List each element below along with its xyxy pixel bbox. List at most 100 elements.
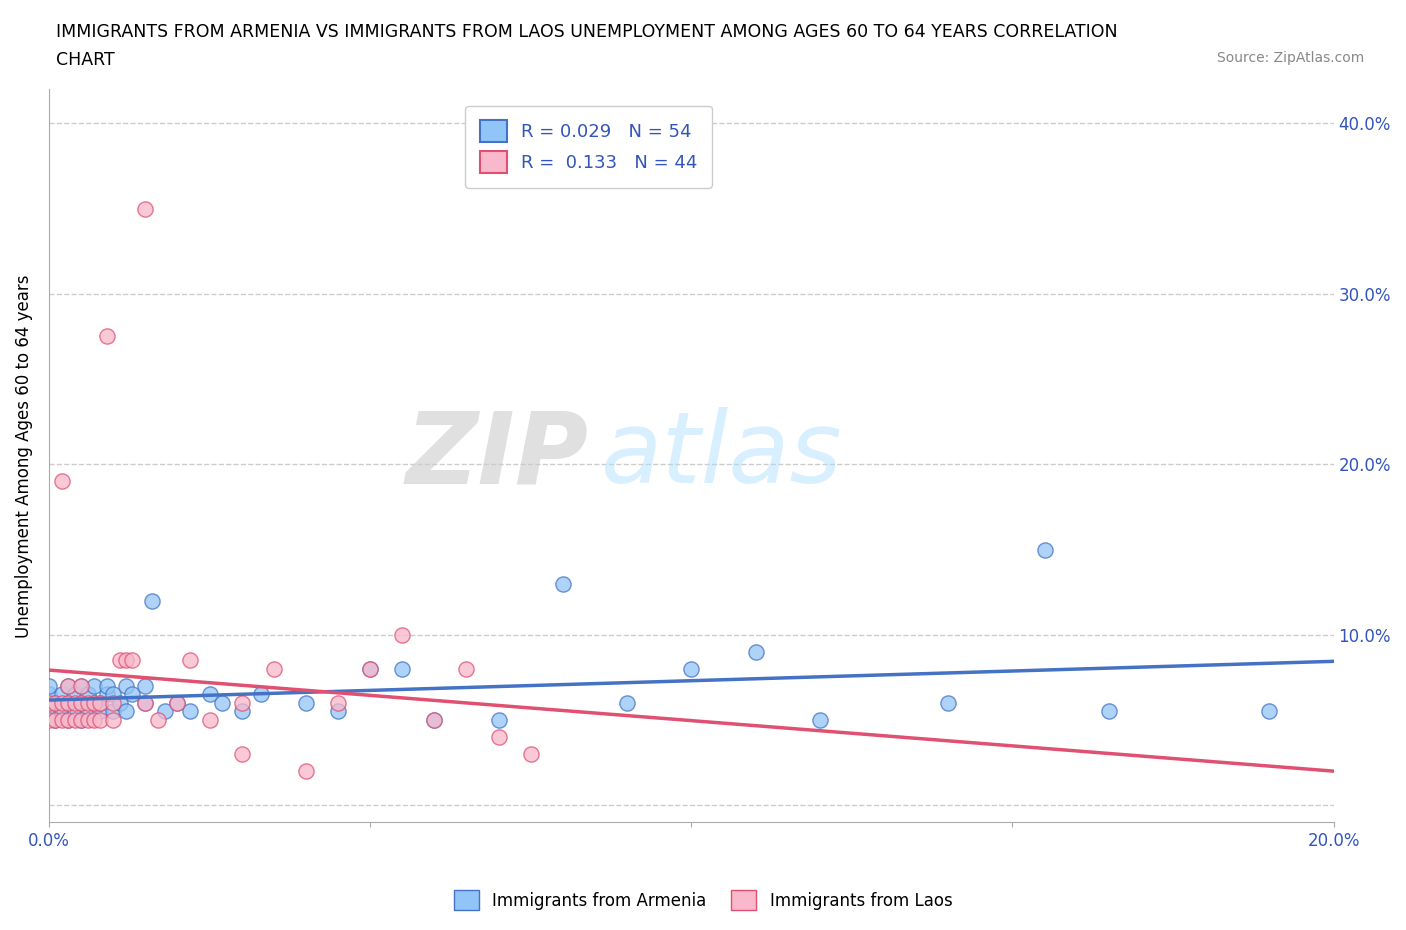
Point — [211, 696, 233, 711]
Point — [44, 712, 66, 727]
Point — [70, 712, 93, 727]
Legend: Immigrants from Armenia, Immigrants from Laos: Immigrants from Armenia, Immigrants from… — [447, 884, 959, 917]
Point — [103, 687, 125, 702]
Point — [89, 704, 111, 719]
Point — [38, 687, 60, 702]
Point — [141, 593, 163, 608]
Point — [115, 678, 138, 693]
Point — [1258, 704, 1281, 719]
Point — [488, 712, 510, 727]
Point — [38, 704, 60, 719]
Point — [198, 712, 221, 727]
Point — [63, 696, 86, 711]
Point — [89, 696, 111, 711]
Point — [83, 696, 105, 711]
Point — [103, 712, 125, 727]
Point — [51, 687, 73, 702]
Point — [423, 712, 446, 727]
Point — [51, 704, 73, 719]
Point — [231, 747, 253, 762]
Point — [359, 661, 381, 676]
Point — [108, 653, 131, 668]
Point — [103, 704, 125, 719]
Point — [76, 704, 98, 719]
Point — [115, 704, 138, 719]
Point — [456, 661, 478, 676]
Point — [38, 712, 60, 727]
Point — [96, 687, 118, 702]
Point — [63, 704, 86, 719]
Point — [153, 704, 176, 719]
Point — [58, 678, 80, 693]
Point — [44, 696, 66, 711]
Text: IMMIGRANTS FROM ARMENIA VS IMMIGRANTS FROM LAOS UNEMPLOYMENT AMONG AGES 60 TO 64: IMMIGRANTS FROM ARMENIA VS IMMIGRANTS FR… — [56, 23, 1118, 41]
Point — [108, 696, 131, 711]
Point — [326, 704, 349, 719]
Point — [70, 712, 93, 727]
Point — [295, 764, 318, 778]
Point — [58, 696, 80, 711]
Point — [51, 474, 73, 489]
Point — [83, 712, 105, 727]
Point — [231, 696, 253, 711]
Point — [146, 712, 169, 727]
Legend: R = 0.029   N = 54, R =  0.133   N = 44: R = 0.029 N = 54, R = 0.133 N = 44 — [465, 106, 711, 188]
Point — [44, 696, 66, 711]
Point — [134, 696, 156, 711]
Point — [121, 653, 143, 668]
Point — [134, 201, 156, 216]
Point — [359, 661, 381, 676]
Point — [1098, 704, 1121, 719]
Point — [83, 678, 105, 693]
Point — [391, 627, 413, 642]
Point — [70, 696, 93, 711]
Point — [616, 696, 638, 711]
Point — [681, 661, 703, 676]
Point — [808, 712, 831, 727]
Text: CHART: CHART — [56, 51, 115, 69]
Point — [936, 696, 959, 711]
Point — [326, 696, 349, 711]
Point — [166, 696, 188, 711]
Point — [96, 678, 118, 693]
Point — [115, 653, 138, 668]
Point — [70, 678, 93, 693]
Point — [1033, 542, 1056, 557]
Point — [63, 687, 86, 702]
Point — [89, 696, 111, 711]
Point — [70, 678, 93, 693]
Point — [38, 678, 60, 693]
Point — [103, 696, 125, 711]
Point — [391, 661, 413, 676]
Point — [76, 712, 98, 727]
Point — [76, 696, 98, 711]
Point — [89, 712, 111, 727]
Point — [58, 678, 80, 693]
Point — [744, 644, 766, 659]
Text: atlas: atlas — [602, 407, 844, 504]
Point — [83, 696, 105, 711]
Point — [295, 696, 318, 711]
Point — [423, 712, 446, 727]
Point — [198, 687, 221, 702]
Point — [58, 712, 80, 727]
Point — [231, 704, 253, 719]
Point — [51, 712, 73, 727]
Point — [250, 687, 273, 702]
Point — [134, 696, 156, 711]
Point — [179, 653, 201, 668]
Point — [38, 696, 60, 711]
Text: Source: ZipAtlas.com: Source: ZipAtlas.com — [1216, 51, 1364, 65]
Point — [51, 696, 73, 711]
Point — [166, 696, 188, 711]
Point — [76, 687, 98, 702]
Point — [134, 678, 156, 693]
Point — [121, 687, 143, 702]
Point — [44, 712, 66, 727]
Point — [551, 577, 574, 591]
Point — [519, 747, 541, 762]
Point — [488, 729, 510, 744]
Point — [179, 704, 201, 719]
Y-axis label: Unemployment Among Ages 60 to 64 years: Unemployment Among Ages 60 to 64 years — [15, 274, 32, 638]
Point — [58, 712, 80, 727]
